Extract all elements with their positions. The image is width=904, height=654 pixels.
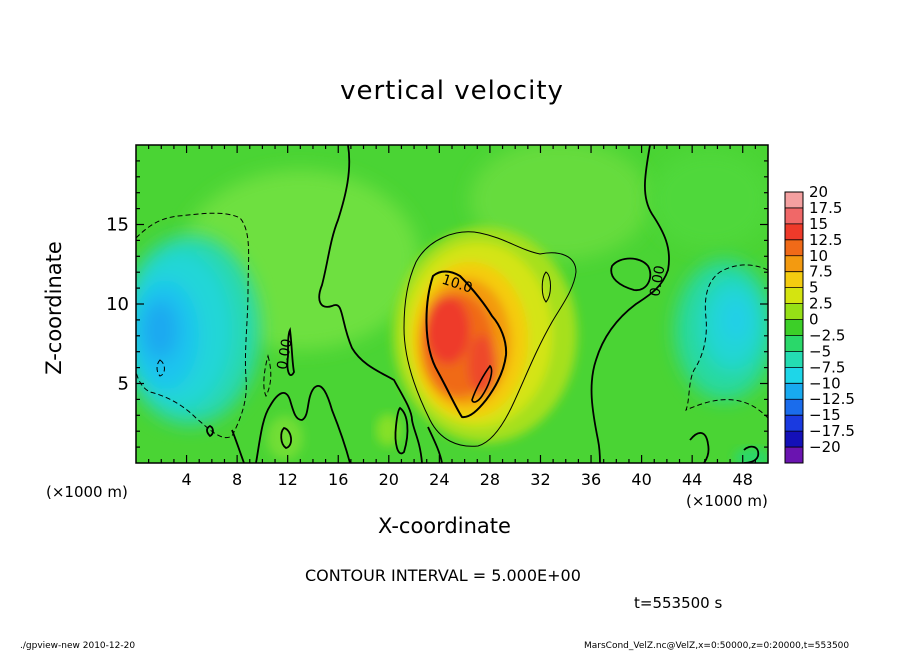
colorbar-segment [785, 207, 803, 225]
colorbar-segment [785, 399, 803, 416]
colorbar-segment [785, 255, 803, 273]
colorbar-segment [785, 351, 803, 368]
contour-neg5-left [136, 212, 250, 438]
x-tick-label: 36 [581, 470, 601, 489]
contour-0-mid [590, 145, 670, 463]
colorbar-label: 15 [809, 215, 828, 233]
colorbar-label: 17.5 [809, 199, 842, 217]
contour-lines [136, 145, 768, 463]
x-axis-tick-labels: 4 8 12 16 20 24 28 32 36 40 44 48 [181, 470, 752, 489]
x-tick-label: 32 [530, 470, 550, 489]
colorbar-label: −15 [809, 406, 841, 424]
updraft-core [393, 227, 577, 443]
contour-neg5-right [685, 264, 768, 419]
colorbar-label: 0 [809, 311, 819, 329]
contour-0-left [318, 145, 423, 463]
x-tick-label: 12 [278, 470, 298, 489]
colorbar-segment [785, 447, 803, 464]
colorbar-segment [785, 239, 803, 257]
y-axis-tick-labels: 5 10 15 [106, 215, 129, 395]
colorbar-label: 20 [809, 183, 828, 201]
contour-10-inner [471, 364, 493, 403]
x-tick-label: 24 [429, 470, 449, 489]
y-tick-label: 10 [106, 294, 129, 315]
x-tick-label: 20 [379, 470, 399, 489]
colorbar-segment [785, 415, 803, 432]
x-tick-label: 40 [631, 470, 651, 489]
x-tick-label: 8 [232, 470, 242, 489]
contour-5 [403, 231, 577, 447]
contour-10 [425, 270, 508, 419]
x-tick-label: 48 [733, 470, 753, 489]
colorbar-label: 10 [809, 247, 828, 265]
colorbar-segment [785, 271, 803, 289]
colorbar-segment [785, 223, 803, 241]
colorbar-label: −20 [809, 438, 841, 456]
colorbar-label: −5 [809, 342, 831, 360]
x-axis-ticks [148, 145, 756, 463]
colorbar-label: −10 [809, 374, 841, 392]
y-tick-label: 5 [118, 374, 129, 395]
x-tick-label: 28 [480, 470, 500, 489]
colorbar-segment [785, 303, 803, 321]
colorbar-labels: 2017.51512.5107.552.50−2.5−5−7.5−10−12.5… [809, 183, 855, 456]
x-tick-label: 16 [328, 470, 348, 489]
colorbar-label: 2.5 [809, 295, 833, 313]
colorbar-segment [785, 287, 803, 305]
y-axis-label: Z-coordinate [42, 241, 66, 375]
colorbar-segment [785, 367, 803, 384]
x-tick-label: 44 [682, 470, 702, 489]
colorbar-label: −12.5 [809, 390, 855, 408]
footer-left: ./gpview-new 2010-12-20 [20, 641, 136, 651]
contour-label-group: 10.0 0.00 0.00 [274, 264, 668, 371]
time-label: t=553500 s [634, 594, 723, 612]
colorbar-segment [785, 383, 803, 400]
colorbar-segment [785, 192, 803, 209]
contour-interval: CONTOUR INTERVAL = 5.000E+00 [305, 566, 581, 585]
chart-title: vertical velocity [340, 76, 564, 106]
downdraft-left [136, 235, 260, 425]
colorbar-label: −2.5 [809, 326, 845, 344]
x-unit-left: (×1000 m) [46, 483, 128, 501]
y-tick-label: 15 [106, 215, 129, 236]
y-axis-ticks [136, 160, 768, 448]
colorbar-label: −17.5 [809, 422, 855, 440]
footer-right: MarsCond_VelZ.nc@VelZ,x=0:50000,z=0:2000… [584, 641, 850, 651]
colorbar-label: −7.5 [809, 358, 845, 376]
x-axis-label: X-coordinate [378, 514, 511, 538]
contour-label-0-right: 0.00 [647, 264, 668, 297]
contour-label-0-left: 0.00 [274, 337, 295, 370]
x-unit-right: (×1000 m) [686, 492, 768, 510]
colorbar [784, 191, 804, 464]
colorbar-segment [785, 431, 803, 448]
colorbar-label: 12.5 [809, 231, 842, 249]
colorbar-segment [785, 319, 803, 336]
velocity-field [136, 145, 768, 463]
colorbar-label: 7.5 [809, 263, 833, 281]
x-tick-label: 4 [181, 470, 191, 489]
colorbar-label: 5 [809, 279, 819, 297]
colorbar-segment [785, 335, 803, 352]
downdraft-right [675, 260, 768, 400]
